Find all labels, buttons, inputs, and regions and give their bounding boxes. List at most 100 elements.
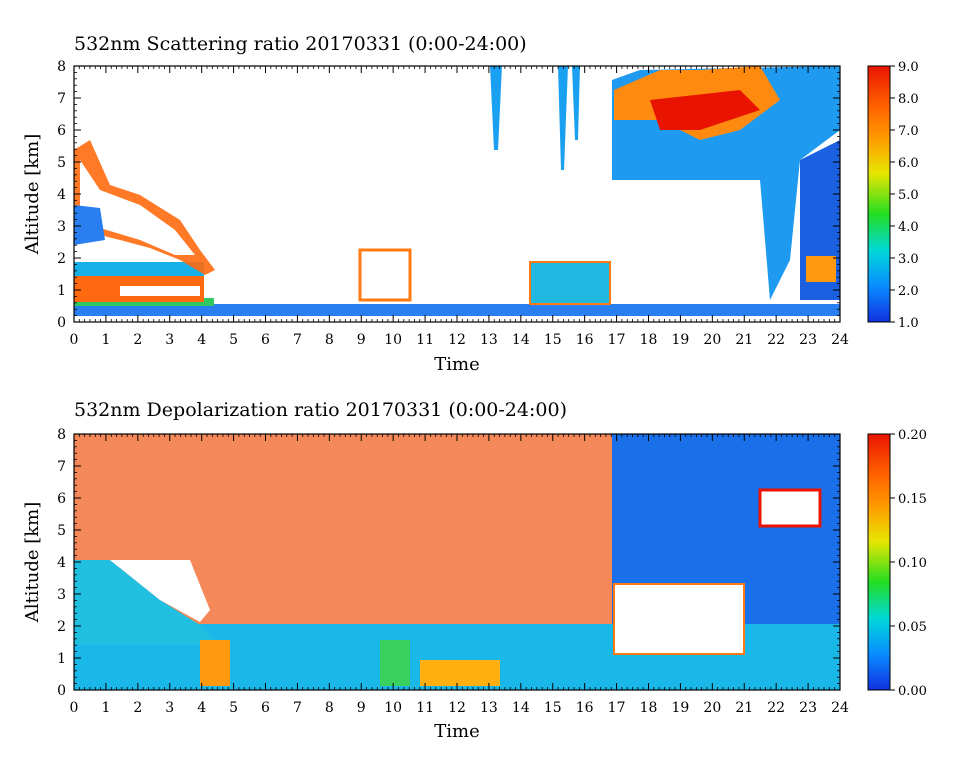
colorbar-tick-label: 5.0 <box>898 188 919 203</box>
x-tick-label: 4 <box>197 700 206 716</box>
x-tick-label: 2 <box>133 700 142 716</box>
y-tick-label: 7 <box>57 91 66 107</box>
x-tick-label: 5 <box>229 332 238 348</box>
depolarization-axes: 0 1 2 3 4 5 6 7 8 9 10 11 12 13 14 15 16 17 18 19 20 21 22 23 24… <box>57 427 849 716</box>
x-tick-label: 21 <box>735 700 753 716</box>
x-tick-label: 6 <box>261 332 270 348</box>
dr-cloud-gap <box>613 583 745 655</box>
colorbar-tick-label: 9.0 <box>898 60 919 75</box>
y-tick-label: 4 <box>57 187 66 203</box>
x-tick-label: 9 <box>357 332 366 348</box>
y-tick-label: 2 <box>57 251 66 267</box>
y-tick-label: 8 <box>57 59 66 75</box>
colorbar-tick-label: 8.0 <box>898 92 919 107</box>
x-tick-label: 18 <box>640 332 658 348</box>
y-tick-label: 7 <box>57 459 66 475</box>
dr-morning-layer <box>74 560 220 645</box>
sr-cloud-morning-edge <box>74 205 105 245</box>
y-tick-label: 3 <box>57 587 66 603</box>
sr-cloud-noon <box>358 248 412 302</box>
dr-aerosol-2 <box>380 640 410 686</box>
y-tick-label: 5 <box>57 523 66 539</box>
colorbar-tick-label: 1.0 <box>898 316 919 331</box>
y-tick-label: 1 <box>57 283 66 299</box>
dr-aerosol-3 <box>420 660 500 686</box>
sr-cirrus-3 <box>572 66 580 140</box>
x-tick-label: 24 <box>831 700 849 716</box>
x-tick-label: 3 <box>165 700 174 716</box>
scattering-title: 532nm Scattering ratio 20170331 (0:00-24… <box>74 33 527 55</box>
dr-high-cloud <box>758 488 822 528</box>
y-tick-label: 4 <box>57 555 66 571</box>
scattering-heatmap <box>74 66 840 316</box>
x-tick-label: 12 <box>448 700 466 716</box>
depolarization-heatmap <box>74 434 840 690</box>
x-tick-label: 1 <box>101 700 110 716</box>
x-tick-label: 22 <box>767 700 785 716</box>
colorbar-tick-label: 0.00 <box>898 684 927 699</box>
sr-cloud-morning-core <box>80 160 195 255</box>
colorbar-tick-label: 6.0 <box>898 156 919 171</box>
colorbar-tick-label: 0.05 <box>898 620 927 635</box>
colorbar-tick-label: 0.20 <box>898 428 927 443</box>
colorbar-tick-label: 2.0 <box>898 284 919 299</box>
y-tick-label: 6 <box>57 123 66 139</box>
x-tick-label: 20 <box>703 332 721 348</box>
y-tick-label: 0 <box>57 683 66 699</box>
x-tick-label: 17 <box>608 700 626 716</box>
y-tick-label: 6 <box>57 491 66 507</box>
x-tick-label: 4 <box>197 332 206 348</box>
x-tick-label: 0 <box>70 332 79 348</box>
depolarization-title: 532nm Depolarization ratio 20170331 (0:0… <box>74 399 567 421</box>
sr-cloud-evening-peak <box>650 90 760 130</box>
x-tick-label: 15 <box>544 332 562 348</box>
x-tick-label: 22 <box>767 332 785 348</box>
colorbar-tick-label: 4.0 <box>898 220 919 235</box>
x-tick-label: 12 <box>448 332 466 348</box>
dr-aerosol-1 <box>200 640 230 686</box>
scattering-colorbar <box>867 65 891 323</box>
x-tick-label: 19 <box>672 332 690 348</box>
x-tick-label: 11 <box>416 700 434 716</box>
x-tick-label: 14 <box>512 332 530 348</box>
x-tick-label: 14 <box>512 700 530 716</box>
x-tick-label: 11 <box>416 332 434 348</box>
x-tick-label: 5 <box>229 700 238 716</box>
x-tick-label: 23 <box>799 700 817 716</box>
x-tick-label: 6 <box>261 700 270 716</box>
depolarization-panel: 532nm Depolarization ratio 20170331 (0:0… <box>22 399 927 742</box>
depolarization-xlabel: Time <box>434 721 479 742</box>
sr-cirrus-1 <box>490 66 502 150</box>
x-tick-label: 18 <box>640 700 658 716</box>
scattering-ylabel: Altitude [km] <box>22 134 43 256</box>
x-tick-label: 17 <box>608 332 626 348</box>
x-tick-label: 9 <box>357 700 366 716</box>
sr-cloud-afternoon <box>529 261 611 305</box>
sr-cirrus-2 <box>558 66 568 170</box>
x-tick-label: 23 <box>799 332 817 348</box>
depolarization-ylabel: Altitude [km] <box>22 502 43 624</box>
x-tick-label: 16 <box>576 332 594 348</box>
scattering-panel: 532nm Scattering ratio 20170331 (0:00-24… <box>22 33 919 375</box>
y-tick-label: 1 <box>57 651 66 667</box>
y-tick-label: 3 <box>57 219 66 235</box>
x-tick-label: 24 <box>831 332 849 348</box>
x-tick-label: 7 <box>293 700 302 716</box>
x-tick-label: 0 <box>70 700 79 716</box>
colorbar-tick-label: 7.0 <box>898 124 919 139</box>
y-tick-label: 2 <box>57 619 66 635</box>
scattering-axes: 0 1 2 3 4 5 6 7 8 9 10 11 12 13 14 15 16 17 18 19 20 21 22 23 24… <box>57 59 849 348</box>
sr-cloud-late-core <box>806 256 836 282</box>
x-tick-label: 7 <box>293 332 302 348</box>
colorbar-tick-label: 3.0 <box>898 252 919 267</box>
x-tick-label: 16 <box>576 700 594 716</box>
x-tick-label: 13 <box>480 700 498 716</box>
dr-morning-gap <box>110 560 210 622</box>
x-tick-label: 2 <box>133 332 142 348</box>
x-tick-label: 20 <box>703 700 721 716</box>
sr-layer-gap <box>120 286 200 296</box>
x-tick-label: 1 <box>101 332 110 348</box>
sr-boundary-layer <box>74 304 840 316</box>
x-tick-label: 13 <box>480 332 498 348</box>
